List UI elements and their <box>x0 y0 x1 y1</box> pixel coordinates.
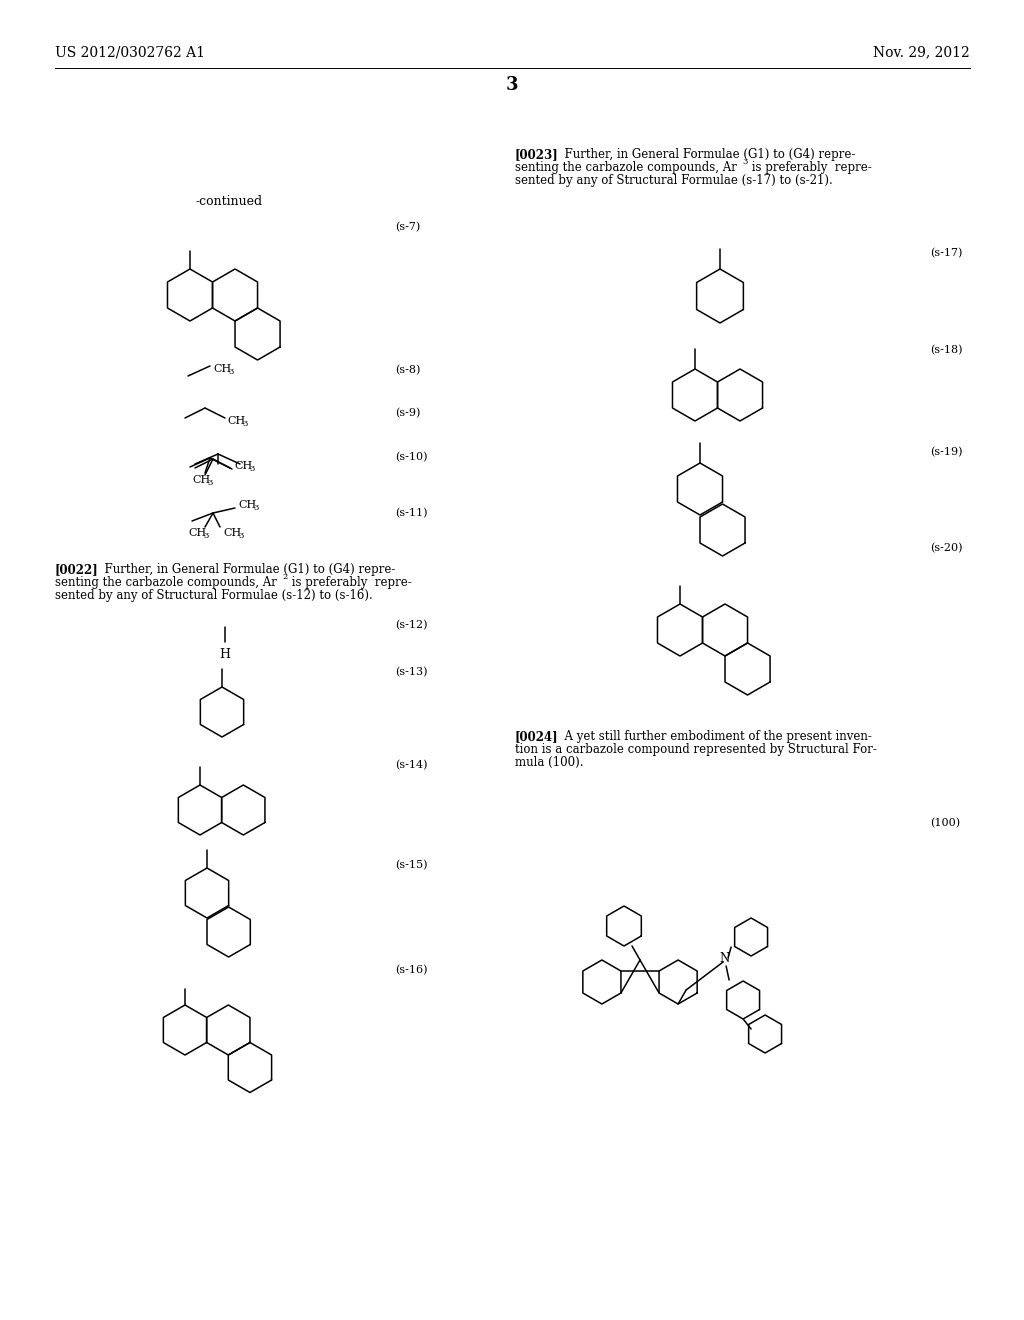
Text: (s-13): (s-13) <box>395 667 427 677</box>
Text: 3: 3 <box>506 77 518 94</box>
Text: Further, in General Formulae (G1) to (G4) repre-: Further, in General Formulae (G1) to (G4… <box>557 148 855 161</box>
Text: CH: CH <box>213 364 231 374</box>
Text: (100): (100) <box>930 818 961 829</box>
Text: senting the carbazole compounds, Ar: senting the carbazole compounds, Ar <box>55 576 276 589</box>
Text: (s-9): (s-9) <box>395 408 421 418</box>
Text: A yet still further embodiment of the present inven-: A yet still further embodiment of the pr… <box>557 730 871 743</box>
Text: -continued: -continued <box>195 195 262 209</box>
Text: (s-14): (s-14) <box>395 760 427 771</box>
Text: (s-18): (s-18) <box>930 345 963 355</box>
Text: (s-17): (s-17) <box>930 248 963 259</box>
Text: is preferably  repre-: is preferably repre- <box>288 576 412 589</box>
Text: mula (100).: mula (100). <box>515 756 584 770</box>
Text: CH: CH <box>234 461 252 471</box>
Text: 3: 3 <box>249 465 254 473</box>
Text: 2: 2 <box>282 573 288 581</box>
Text: (s-16): (s-16) <box>395 965 427 975</box>
Text: CH: CH <box>227 416 246 426</box>
Text: sented by any of Structural Formulae (s-17) to (s-21).: sented by any of Structural Formulae (s-… <box>515 174 833 187</box>
Text: US 2012/0302762 A1: US 2012/0302762 A1 <box>55 45 205 59</box>
Text: 3: 3 <box>203 532 208 540</box>
Text: (s-11): (s-11) <box>395 508 427 519</box>
Text: 3: 3 <box>207 479 212 487</box>
Text: (s-8): (s-8) <box>395 366 421 375</box>
Text: N: N <box>719 952 729 965</box>
Text: H: H <box>219 648 230 661</box>
Text: [0024]: [0024] <box>515 730 559 743</box>
Text: tion is a carbazole compound represented by Structural For-: tion is a carbazole compound represented… <box>515 743 877 756</box>
Text: 3: 3 <box>242 420 248 428</box>
Text: senting the carbazole compounds, Ar: senting the carbazole compounds, Ar <box>515 161 737 174</box>
Text: (s-12): (s-12) <box>395 620 427 631</box>
Text: Nov. 29, 2012: Nov. 29, 2012 <box>873 45 970 59</box>
Text: sented by any of Structural Formulae (s-12) to (s-16).: sented by any of Structural Formulae (s-… <box>55 589 373 602</box>
Text: 3: 3 <box>253 504 258 512</box>
Text: [0022]: [0022] <box>55 564 98 576</box>
Text: (s-15): (s-15) <box>395 861 427 870</box>
Text: 3: 3 <box>228 368 233 376</box>
Text: [0023]: [0023] <box>515 148 559 161</box>
Text: (s-19): (s-19) <box>930 447 963 457</box>
Text: (s-7): (s-7) <box>395 222 420 232</box>
Text: is preferably  repre-: is preferably repre- <box>748 161 871 174</box>
Text: CH: CH <box>238 500 256 510</box>
Text: CH: CH <box>223 528 242 539</box>
Text: 3: 3 <box>742 158 748 166</box>
Text: (s-20): (s-20) <box>930 543 963 553</box>
Text: (s-10): (s-10) <box>395 451 427 462</box>
Text: Further, in General Formulae (G1) to (G4) repre-: Further, in General Formulae (G1) to (G4… <box>97 564 395 576</box>
Text: CH: CH <box>193 475 210 484</box>
Text: CH: CH <box>188 528 206 539</box>
Text: 3: 3 <box>238 532 244 540</box>
